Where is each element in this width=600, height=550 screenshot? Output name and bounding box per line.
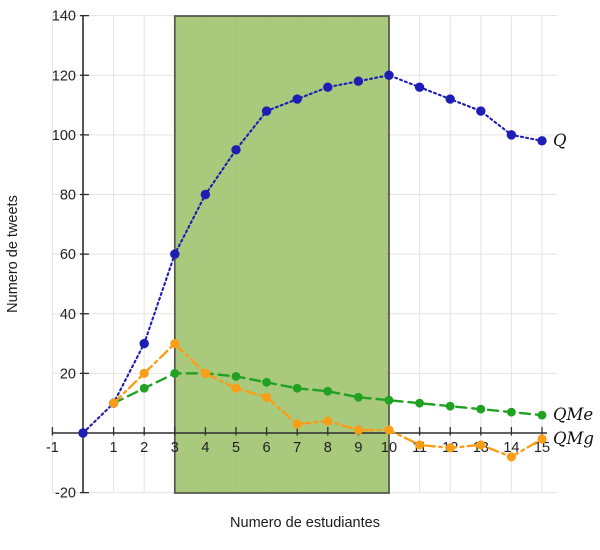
data-point-QMe xyxy=(507,407,516,417)
data-point-QMg xyxy=(537,434,547,444)
data-point-Q xyxy=(292,94,302,104)
x-tick-label: 9 xyxy=(354,440,362,456)
y-tick-label: 80 xyxy=(60,188,76,204)
series-label-Q: Q xyxy=(553,131,567,150)
data-point-QMg xyxy=(292,419,302,429)
data-point-QMg xyxy=(506,452,516,462)
x-tick-label: 8 xyxy=(324,440,332,456)
data-point-Q xyxy=(170,249,180,259)
data-point-QMg xyxy=(415,440,425,450)
x-tick-label: 4 xyxy=(201,440,209,456)
series-label-QMg: QMg xyxy=(553,429,594,448)
highlight-band xyxy=(173,15,390,494)
data-point-QMe xyxy=(139,383,149,393)
data-point-Q xyxy=(353,76,364,86)
x-tick-label: 3 xyxy=(171,440,179,456)
data-point-QMg xyxy=(170,338,180,349)
data-point-Q xyxy=(537,136,547,146)
x-tick-label: 15 xyxy=(534,440,550,456)
data-point-QMg xyxy=(476,440,486,450)
x-tick-label: -1 xyxy=(46,440,59,456)
data-point-Q xyxy=(445,94,455,104)
x-tick-label: 7 xyxy=(293,440,301,456)
data-point-QMe xyxy=(292,383,302,393)
data-point-Q xyxy=(323,82,333,92)
data-point-QMe xyxy=(476,404,486,414)
data-point-Q xyxy=(78,428,88,438)
data-point-QMg xyxy=(200,368,210,378)
y-axis-title: Numero de tweets xyxy=(5,195,21,313)
x-axis-title: Numero de estudiantes xyxy=(230,515,380,531)
data-point-QMe xyxy=(445,401,455,411)
data-point-QMg xyxy=(353,425,363,435)
data-point-QMe xyxy=(170,368,180,378)
y-tick-label: 20 xyxy=(60,366,76,382)
data-point-QMg xyxy=(109,398,119,408)
data-point-QMe xyxy=(354,392,363,402)
y-tick-label: 120 xyxy=(52,68,76,84)
data-point-QMe xyxy=(537,410,547,420)
data-point-Q xyxy=(200,189,211,200)
series-line-Q xyxy=(81,74,544,435)
x-tick-label: 14 xyxy=(503,440,519,456)
data-point-Q xyxy=(261,106,272,116)
data-point-QMe xyxy=(231,371,241,381)
data-point-QMg xyxy=(323,416,333,426)
y-tick-label: 60 xyxy=(60,247,76,263)
data-point-Q xyxy=(506,130,517,140)
data-point-QMg xyxy=(445,443,455,453)
data-point-Q xyxy=(231,145,241,155)
data-point-Q xyxy=(139,338,149,349)
data-point-Q xyxy=(476,106,486,116)
data-point-QMg xyxy=(139,368,149,378)
data-point-QMg xyxy=(262,392,272,402)
data-point-Q xyxy=(384,70,394,80)
data-point-QMg xyxy=(231,383,241,393)
data-point-QMe xyxy=(323,386,333,396)
x-tick-label: 1 xyxy=(110,440,118,456)
data-point-QMe xyxy=(262,377,271,387)
y-tick-label: 100 xyxy=(52,128,76,144)
x-tick-label: 5 xyxy=(232,440,240,456)
data-point-QMg xyxy=(384,425,394,435)
x-tick-label: 2 xyxy=(140,440,148,456)
x-tick-label: 6 xyxy=(263,440,271,456)
y-tick-label: 40 xyxy=(60,307,76,323)
data-point-Q xyxy=(414,82,425,92)
series-label-QMe: QMe xyxy=(553,405,593,424)
x-tick-label: 10 xyxy=(381,440,397,456)
y-tick-label: 140 xyxy=(52,9,76,25)
y-tick-label: -20 xyxy=(55,486,76,502)
data-point-QMe xyxy=(384,395,394,405)
data-point-QMe xyxy=(415,398,424,408)
